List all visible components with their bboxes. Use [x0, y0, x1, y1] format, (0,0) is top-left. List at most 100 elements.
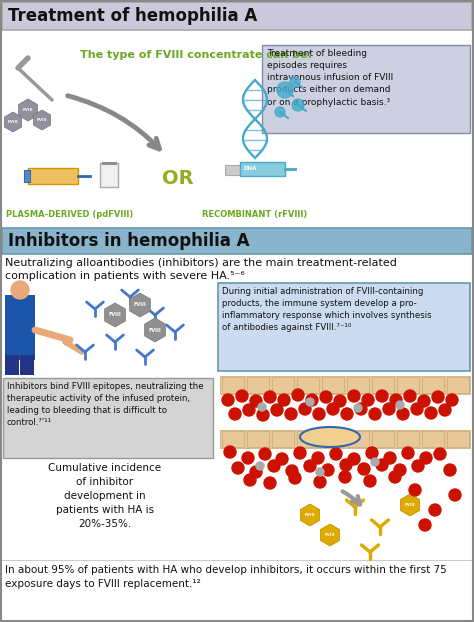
Text: FVIII: FVIII	[37, 118, 47, 122]
Circle shape	[250, 395, 262, 407]
Circle shape	[419, 519, 431, 531]
Circle shape	[229, 408, 241, 420]
Text: During initial administration of FVIII-containing
products, the immune system de: During initial administration of FVIII-c…	[222, 287, 432, 332]
Text: DNA: DNA	[243, 167, 257, 172]
FancyBboxPatch shape	[322, 431, 344, 447]
Circle shape	[366, 447, 378, 459]
Ellipse shape	[300, 427, 360, 447]
FancyBboxPatch shape	[347, 431, 369, 447]
Circle shape	[411, 403, 423, 415]
Circle shape	[340, 459, 352, 471]
Text: FVIII: FVIII	[405, 503, 415, 507]
FancyBboxPatch shape	[5, 295, 35, 360]
Circle shape	[276, 453, 288, 465]
Text: FVIII: FVIII	[23, 108, 33, 112]
Circle shape	[412, 460, 424, 472]
Text: Inhibitors bind FVIII epitopes, neutralizing the
therapeutic activity of the inf: Inhibitors bind FVIII epitopes, neutrali…	[7, 382, 204, 427]
Circle shape	[306, 394, 318, 406]
Circle shape	[364, 475, 376, 487]
Circle shape	[242, 452, 254, 464]
Circle shape	[275, 107, 285, 117]
Circle shape	[306, 398, 314, 406]
Circle shape	[409, 484, 421, 496]
FancyBboxPatch shape	[222, 377, 244, 393]
Circle shape	[439, 404, 451, 416]
FancyBboxPatch shape	[397, 431, 419, 447]
Circle shape	[371, 458, 379, 466]
Text: In about 95% of patients with HA who develop inhibitors, it occurs within the fi: In about 95% of patients with HA who dev…	[5, 565, 447, 589]
Circle shape	[268, 460, 280, 472]
FancyBboxPatch shape	[322, 377, 344, 393]
Circle shape	[224, 446, 236, 458]
Circle shape	[320, 391, 332, 403]
Circle shape	[244, 474, 256, 486]
Circle shape	[11, 281, 29, 299]
Text: The type of FVIII concentrate can be:: The type of FVIII concentrate can be:	[80, 50, 312, 60]
Circle shape	[322, 464, 334, 476]
Text: FVIII: FVIII	[109, 312, 121, 317]
FancyBboxPatch shape	[297, 377, 319, 393]
Text: FVIII: FVIII	[325, 533, 335, 537]
Circle shape	[316, 468, 324, 476]
FancyBboxPatch shape	[272, 377, 294, 393]
Circle shape	[264, 391, 276, 403]
Circle shape	[449, 489, 461, 501]
Polygon shape	[145, 318, 165, 342]
Circle shape	[404, 390, 416, 402]
Polygon shape	[33, 110, 51, 130]
Circle shape	[418, 395, 430, 407]
FancyBboxPatch shape	[28, 168, 78, 184]
FancyBboxPatch shape	[247, 377, 269, 393]
Circle shape	[341, 408, 353, 420]
Circle shape	[292, 99, 304, 111]
Circle shape	[243, 404, 255, 416]
FancyBboxPatch shape	[272, 431, 294, 447]
Text: OR: OR	[162, 169, 194, 187]
Polygon shape	[105, 303, 126, 327]
Polygon shape	[129, 293, 150, 317]
Circle shape	[257, 409, 269, 421]
Circle shape	[312, 452, 324, 464]
Circle shape	[348, 453, 360, 465]
Text: FVIII: FVIII	[305, 513, 315, 517]
Text: Cumulative incidence
of inhibitor
development in
patients with HA is
20%-35%.: Cumulative incidence of inhibitor develo…	[48, 463, 162, 529]
FancyBboxPatch shape	[297, 431, 319, 447]
Circle shape	[330, 448, 342, 460]
Circle shape	[446, 394, 458, 406]
FancyBboxPatch shape	[347, 377, 369, 393]
Polygon shape	[301, 504, 319, 526]
Circle shape	[369, 408, 381, 420]
Circle shape	[376, 459, 388, 471]
Text: FVIII: FVIII	[149, 328, 161, 333]
Text: FVIII: FVIII	[134, 302, 146, 307]
Text: RECOMBINANT (rFVIII): RECOMBINANT (rFVIII)	[202, 210, 308, 219]
Circle shape	[289, 472, 301, 484]
Text: FVIII: FVIII	[8, 120, 18, 124]
Circle shape	[222, 394, 234, 406]
Circle shape	[290, 77, 300, 87]
Circle shape	[362, 394, 374, 406]
FancyBboxPatch shape	[262, 45, 470, 133]
Circle shape	[327, 403, 339, 415]
Circle shape	[294, 447, 306, 459]
FancyBboxPatch shape	[372, 377, 394, 393]
Text: Treatment of bleeding
episodes requires
intravenous infusion of FVIII
products e: Treatment of bleeding episodes requires …	[267, 49, 393, 106]
Circle shape	[429, 504, 441, 516]
Circle shape	[425, 407, 437, 419]
Circle shape	[313, 408, 325, 420]
FancyBboxPatch shape	[222, 431, 244, 447]
Circle shape	[299, 403, 311, 415]
FancyBboxPatch shape	[225, 165, 240, 175]
Circle shape	[444, 464, 456, 476]
Polygon shape	[320, 524, 339, 546]
FancyBboxPatch shape	[24, 170, 30, 182]
Circle shape	[434, 448, 446, 460]
Text: Inhibitors in hemophilia A: Inhibitors in hemophilia A	[8, 232, 249, 250]
FancyBboxPatch shape	[447, 431, 469, 447]
Circle shape	[354, 404, 362, 412]
Circle shape	[420, 452, 432, 464]
FancyBboxPatch shape	[100, 163, 118, 187]
FancyBboxPatch shape	[218, 283, 470, 371]
Circle shape	[339, 471, 351, 483]
Circle shape	[397, 408, 409, 420]
